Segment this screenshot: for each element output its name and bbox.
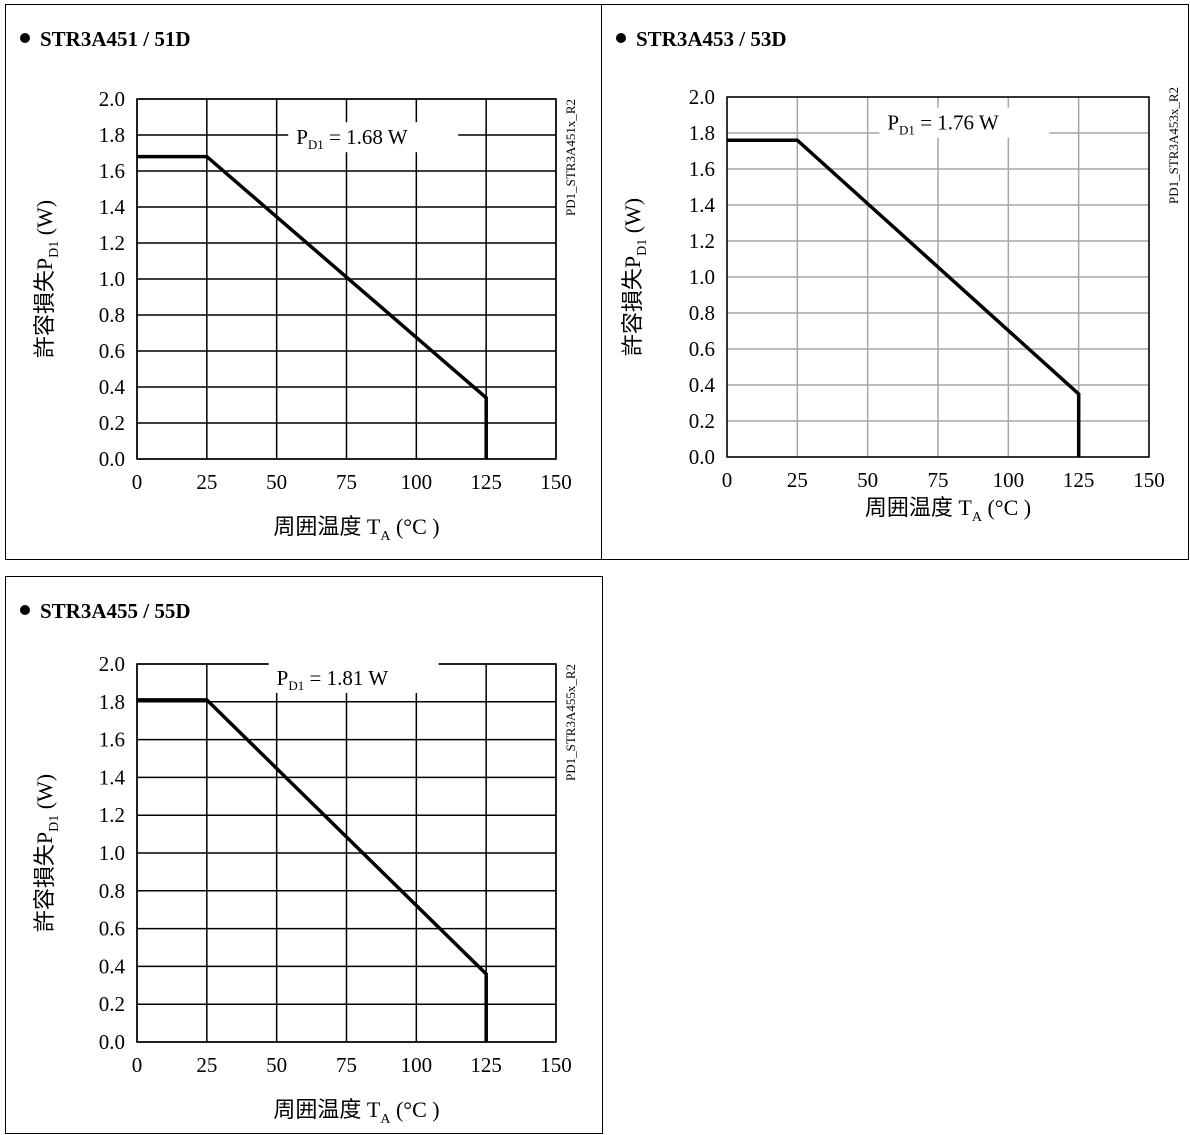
y-tick-label: 2.0 <box>99 652 125 676</box>
y-tick-label: 1.8 <box>99 123 125 147</box>
y-tick-label: 0.8 <box>99 303 125 327</box>
y-tick-label: 1.2 <box>99 231 125 255</box>
x-tick-label: 75 <box>336 1053 357 1077</box>
x-tick-label: 100 <box>401 470 433 494</box>
y-tick-label: 1.0 <box>99 841 125 865</box>
x-tick-label: 150 <box>540 470 572 494</box>
y-tick-label: 1.0 <box>689 265 715 289</box>
y-tick-label: 0.2 <box>99 992 125 1016</box>
chart-title: STR3A453 / 53D <box>616 27 787 52</box>
chart-panel-str3a455: STR3A455 / 55D 0 25 50 75 100 125 150 0.0 0.2 0.4… <box>5 576 603 1134</box>
plot-frame <box>726 96 1150 458</box>
x-tick-label: 125 <box>470 470 502 494</box>
power-dissipation-annotation: PD1 = 1.68 W <box>296 125 408 152</box>
chart-id-label: PD1_STR3A455x_R2 <box>563 664 578 781</box>
chart-title: STR3A455 / 55D <box>20 599 191 624</box>
x-axis-label: 周囲温度 TA (°C ) <box>865 495 1031 525</box>
y-tick-label: 1.4 <box>99 195 126 219</box>
y-tick-label: 1.2 <box>689 229 715 253</box>
y-tick-label: 0.4 <box>99 954 126 978</box>
y-tick-label: 0.0 <box>689 445 715 469</box>
y-axis-label: 許容損失PD1 (W) <box>620 198 650 356</box>
chart-title-text: STR3A451 / 51D <box>40 27 191 51</box>
derating-line <box>137 154 488 459</box>
y-tick-label: 0.8 <box>99 879 125 903</box>
chart-panel-str3a453: STR3A453 / 53D 0 25 50 75 100 125 150 0.0 0.2 0.4… <box>601 4 1189 560</box>
derating-line <box>727 138 1081 457</box>
y-tick-label: 1.2 <box>99 803 125 827</box>
x-axis-label: 周囲温度 TA (°C ) <box>273 1097 439 1127</box>
y-tick-label: 0.4 <box>99 375 126 399</box>
x-tick-label: 0 <box>132 1053 143 1077</box>
chart-svg: 0 25 50 75 100 125 150 0.0 0.2 0.4 0.6 0.8 1.0 1.2 1.4… <box>620 85 1181 525</box>
y-tick-label: 1.4 <box>689 193 716 217</box>
chart-panel-str3a451: STR3A451 / 51D 0 25 50 75 100 125 150 0.0 0.2 0.4… <box>5 4 603 560</box>
x-tick-label: 25 <box>787 468 808 492</box>
y-tick-label: 0.0 <box>99 1030 125 1054</box>
y-tick-label: 0.4 <box>689 373 716 397</box>
x-tick-label: 25 <box>196 470 217 494</box>
y-tick-label: 0.6 <box>99 917 125 941</box>
y-tick-label: 0.6 <box>99 339 125 363</box>
y-axis-label: 許容損失PD1 (W) <box>32 774 62 932</box>
x-tick-label: 125 <box>470 1053 502 1077</box>
y-tick-label: 0.2 <box>689 409 715 433</box>
x-tick-label: 100 <box>993 468 1025 492</box>
x-tick-label: 0 <box>132 470 143 494</box>
chart-svg: 0 25 50 75 100 125 150 0.0 0.2 0.4 0.6 0.8 1.0 1.2 1.4… <box>32 652 578 1127</box>
x-tick-label: 150 <box>1133 468 1165 492</box>
x-tick-label: 50 <box>266 470 287 494</box>
chart-title-text: STR3A453 / 53D <box>636 27 787 51</box>
x-tick-label: 100 <box>401 1053 433 1077</box>
bullet-icon <box>616 33 626 43</box>
y-tick-label: 0.0 <box>99 447 125 471</box>
chart-title-text: STR3A455 / 55D <box>40 599 191 623</box>
x-tick-label: 50 <box>266 1053 287 1077</box>
y-tick-label: 1.8 <box>99 690 125 714</box>
plot-frame <box>136 98 557 460</box>
bullet-icon <box>20 605 30 615</box>
chart-title: STR3A451 / 51D <box>20 27 191 52</box>
y-tick-label: 1.0 <box>99 267 125 291</box>
x-axis-label: 周囲温度 TA (°C ) <box>273 514 439 544</box>
y-tick-label: 2.0 <box>99 87 125 111</box>
derating-line <box>137 698 488 1042</box>
y-tick-label: 1.6 <box>99 159 125 183</box>
y-tick-label: 0.8 <box>689 301 715 325</box>
x-tick-label: 0 <box>722 468 733 492</box>
x-tick-label: 25 <box>196 1053 217 1077</box>
y-tick-label: 1.8 <box>689 121 715 145</box>
x-tick-label: 150 <box>540 1053 572 1077</box>
annotation-background <box>879 107 1050 138</box>
y-axis-label: 許容損失PD1 (W) <box>32 200 62 358</box>
x-tick-label: 125 <box>1063 468 1095 492</box>
chart-svg: 0 25 50 75 100 125 150 0.0 0.2 0.4 0.6 0.8 1.0 1.2 1.4… <box>32 87 578 544</box>
y-tick-label: 0.6 <box>689 337 715 361</box>
y-tick-label: 0.2 <box>99 411 125 435</box>
y-tick-label: 1.4 <box>99 765 126 789</box>
chart-id-label: PD1_STR3A453x_R2 <box>1166 87 1181 204</box>
power-dissipation-annotation: PD1 = 1.76 W <box>887 111 999 138</box>
annotation-background <box>268 662 439 693</box>
y-tick-label: 1.6 <box>99 728 125 752</box>
bullet-icon <box>20 33 30 43</box>
power-dissipation-annotation: PD1 = 1.81 W <box>277 666 389 693</box>
y-tick-label: 1.6 <box>689 157 715 181</box>
x-tick-label: 75 <box>928 468 949 492</box>
annotation-background <box>288 122 459 153</box>
x-tick-label: 75 <box>336 470 357 494</box>
chart-id-label: PD1_STR3A451x_R2 <box>563 99 578 216</box>
y-tick-label: 2.0 <box>689 85 715 109</box>
x-tick-label: 50 <box>857 468 878 492</box>
